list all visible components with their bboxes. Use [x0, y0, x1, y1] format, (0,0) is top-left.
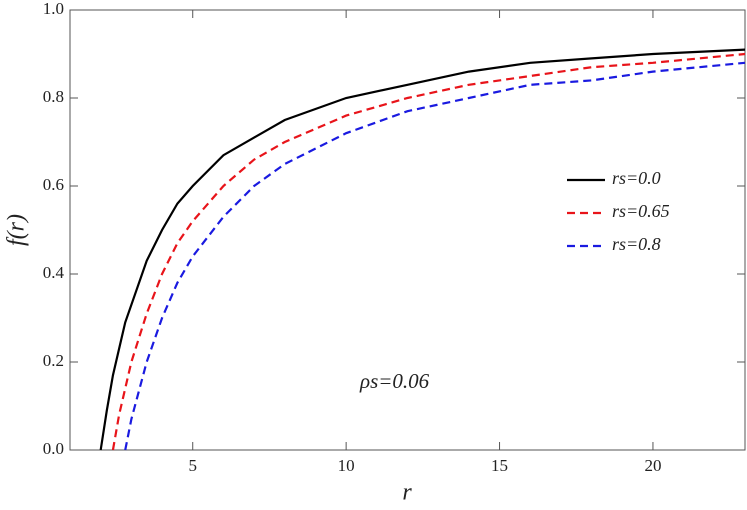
- series-line: [99, 48, 746, 451]
- y-tick-label: 1.0: [43, 0, 64, 18]
- annotation: ρs=0.06: [359, 369, 430, 393]
- y-tick-label: 0.2: [43, 351, 64, 370]
- x-axis-label: r: [402, 480, 412, 506]
- y-tick-label: 0.4: [43, 263, 65, 282]
- y-axis-label: f(r): [4, 214, 30, 246]
- x-tick-label: 15: [491, 456, 508, 475]
- x-tick-label: 20: [644, 456, 661, 475]
- legend-label: rs=0.65: [612, 201, 670, 221]
- series-line: [111, 52, 746, 451]
- legend-label: rs=0.8: [612, 234, 661, 254]
- y-tick-label: 0.6: [43, 175, 64, 194]
- plot-frame: [69, 9, 746, 451]
- x-tick-label: 5: [188, 456, 197, 475]
- y-tick-label: 0.8: [43, 87, 64, 106]
- x-tick-label: 10: [338, 456, 355, 475]
- y-tick-label: 0.0: [43, 439, 64, 458]
- series-line: [124, 61, 746, 451]
- legend-label: rs=0.0: [612, 168, 661, 188]
